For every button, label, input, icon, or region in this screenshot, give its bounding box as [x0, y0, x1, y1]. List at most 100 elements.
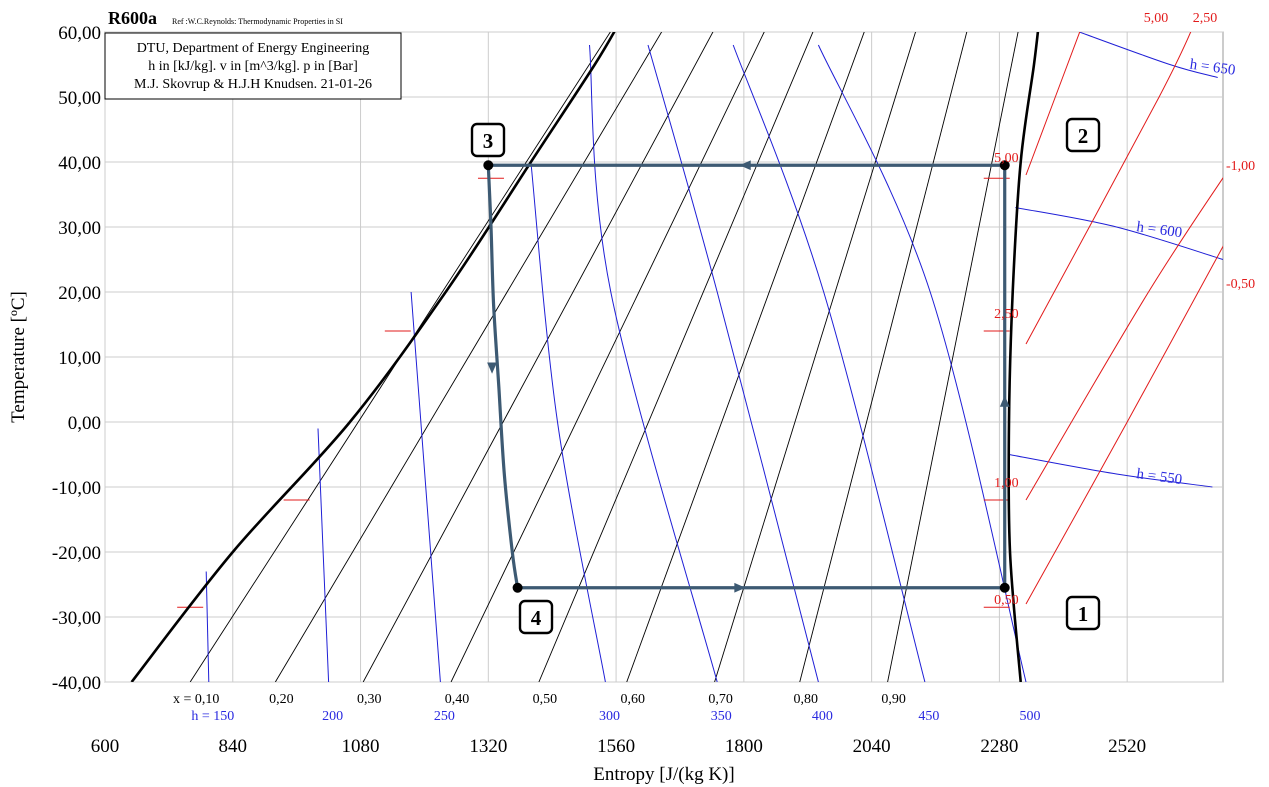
right-scale-label: -0,50: [1226, 277, 1255, 292]
x-tick-label: 1320: [469, 736, 507, 757]
enthalpy-vapor-label: h = 600: [1135, 219, 1183, 241]
arrow-right: [734, 582, 746, 593]
state-point: [999, 582, 1010, 593]
saturated-vapor-curve: [1007, 32, 1040, 682]
axes: 60,00 50,00 40,00 30,00 20,00 10,00 0,00 -10,00…: [52, 11, 1255, 757]
enthalpy-label: h = 150: [191, 709, 234, 724]
refrigeration-cycle: 1 2 3 4: [470, 117, 1101, 635]
state-label-number: 3: [483, 129, 494, 153]
y-tick-label: 10,00: [58, 348, 101, 369]
right-scale-label: 2,50: [1193, 11, 1218, 26]
x-tick-label: 2040: [853, 736, 891, 757]
y-tick-label: -40,00: [52, 673, 101, 694]
enthalpy-label: 250: [434, 709, 455, 724]
info-line-1: DTU, Department of Energy Engineering: [137, 41, 370, 56]
enthalpy-line: [647, 44, 819, 682]
y-tick-label: 60,00: [58, 23, 101, 44]
state-label-number: 1: [1078, 602, 1089, 626]
x-tick-label: 2520: [1108, 736, 1146, 757]
arrow-left: [739, 160, 751, 171]
state-point: [483, 160, 494, 171]
enthalpy-line-vapor: [1008, 454, 1213, 488]
info-box: DTU, Department of Energy Engineering h …: [104, 32, 402, 100]
enthalpy-vapor-label: h = 650: [1189, 57, 1237, 79]
quality-label: 0,60: [620, 692, 645, 707]
quality-line: [714, 32, 916, 682]
quality-line: [362, 32, 714, 682]
enthalpy-vapor-label: h = 550: [1135, 466, 1183, 488]
pressure-label: 1,00: [994, 476, 1019, 491]
quality-line: [799, 32, 968, 682]
y-tick-label: 20,00: [58, 283, 101, 304]
x-tick-label: 2280: [980, 736, 1018, 757]
quality-label: 0,90: [881, 692, 906, 707]
y-tick-label: -10,00: [52, 478, 101, 499]
info-line-2: h in [kJ/kg]. v in [m^3/kg]. p in [Bar]: [148, 59, 358, 74]
pressure-label: 5,00: [994, 151, 1019, 166]
y-tick-label: 40,00: [58, 153, 101, 174]
enthalpy-line: [530, 161, 606, 682]
quality-label: 0,40: [445, 692, 470, 707]
enthalpy-line: [732, 44, 926, 682]
quality-line: [887, 32, 1019, 682]
volume-line: [1025, 32, 1081, 176]
arrow-up: [999, 395, 1010, 407]
quality-label: 0,30: [357, 692, 382, 707]
volume-line: [1025, 177, 1223, 501]
quality-line: [626, 32, 865, 682]
state-label-number: 4: [531, 606, 542, 630]
chart-title: R600a: [108, 8, 157, 28]
quality-label: 0,50: [533, 692, 558, 707]
quality-label: 0,80: [794, 692, 819, 707]
saturated-liquid-curve: [130, 32, 616, 682]
enthalpy-label: 200: [322, 709, 343, 724]
pressure-label: 2,50: [994, 307, 1019, 322]
state-label-box: [1065, 595, 1101, 631]
enthalpy-label: 450: [918, 709, 939, 724]
enthalpy-line-vapor: [1015, 207, 1223, 260]
x-tick-label: 1560: [597, 736, 635, 757]
volume-line: [1025, 32, 1192, 345]
volume-line: [1025, 245, 1223, 605]
right-scale-label: 5,00: [1144, 11, 1169, 26]
arrow-down: [487, 362, 497, 374]
quality-label: 0,20: [269, 692, 294, 707]
y-tick-label: -30,00: [52, 608, 101, 629]
state-label-box: [518, 599, 554, 635]
y-tick-label: 50,00: [58, 88, 101, 109]
grid-lines: [104, 31, 1223, 683]
x-tick-label: 1080: [342, 736, 380, 757]
quality-label: x = 0,10: [173, 692, 219, 707]
enthalpy-label: 350: [711, 709, 732, 724]
state-point: [999, 160, 1010, 171]
quality-label: 0,70: [708, 692, 733, 707]
y-tick-label: 0,00: [68, 413, 101, 434]
enthalpy-label: 300: [599, 709, 620, 724]
enthalpy-line: [589, 44, 718, 682]
enthalpy-label: 400: [812, 709, 833, 724]
x-axis-label: Entropy [J/(kg K)]: [593, 764, 734, 785]
enthalpy-line: [317, 428, 330, 682]
enthalpy-line-vapor: [1079, 32, 1218, 78]
quality-line: [450, 32, 765, 682]
quality-line: [538, 32, 814, 682]
quality-line: [274, 32, 663, 682]
cycle-expansion: [486, 165, 520, 589]
info-line-3: M.J. Skovrup & H.J.H Knudsen. 21-01-26: [134, 77, 372, 92]
reference-note: Ref :W.C.Reynolds: Thermodynamic Propert…: [172, 17, 343, 26]
enthalpy-line: [205, 571, 210, 682]
x-tick-label: 600: [91, 736, 120, 757]
enthalpy-label: 500: [1020, 709, 1041, 724]
pressure-label: 0,50: [994, 593, 1019, 608]
y-tick-label: 30,00: [58, 218, 101, 239]
x-tick-label: 1800: [725, 736, 763, 757]
y-tick-label: -20,00: [52, 543, 101, 564]
state-point: [512, 582, 523, 593]
property-curves: [130, 32, 1223, 682]
enthalpy-line: [817, 44, 1027, 682]
state-label-box: [1065, 117, 1101, 153]
right-scale-label: -1,00: [1226, 159, 1255, 174]
enthalpy-line: [410, 291, 441, 682]
y-axis-label: Temperature [ºC]: [8, 291, 29, 423]
